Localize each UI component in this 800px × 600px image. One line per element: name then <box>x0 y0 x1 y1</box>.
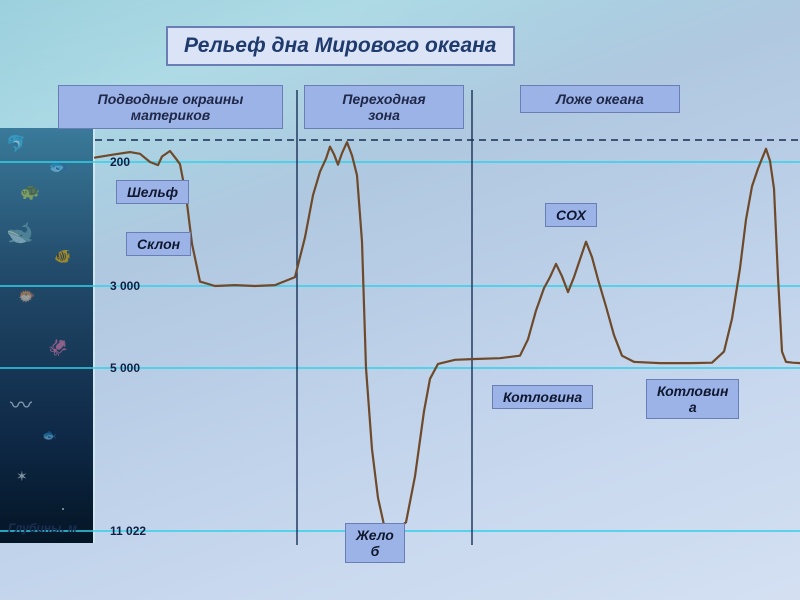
depth-tick: 200 <box>110 155 130 169</box>
depth-tick: 11 022 <box>110 524 146 538</box>
depth-tick: 3 000 <box>110 279 140 293</box>
feature-label: Склон <box>126 232 191 256</box>
axis-title: Глубины, м <box>8 521 77 535</box>
depth-tick: 5 000 <box>110 361 140 375</box>
feature-label: Котловина <box>492 385 593 409</box>
feature-label: Жело б <box>345 523 405 563</box>
feature-label: Шельф <box>116 180 189 204</box>
feature-label: СОХ <box>545 203 597 227</box>
zone-label: Переходная зона <box>304 85 464 129</box>
zone-label: Подводные окраины материков <box>58 85 283 129</box>
feature-label: Котловин а <box>646 379 739 419</box>
zone-label: Ложе океана <box>520 85 680 113</box>
